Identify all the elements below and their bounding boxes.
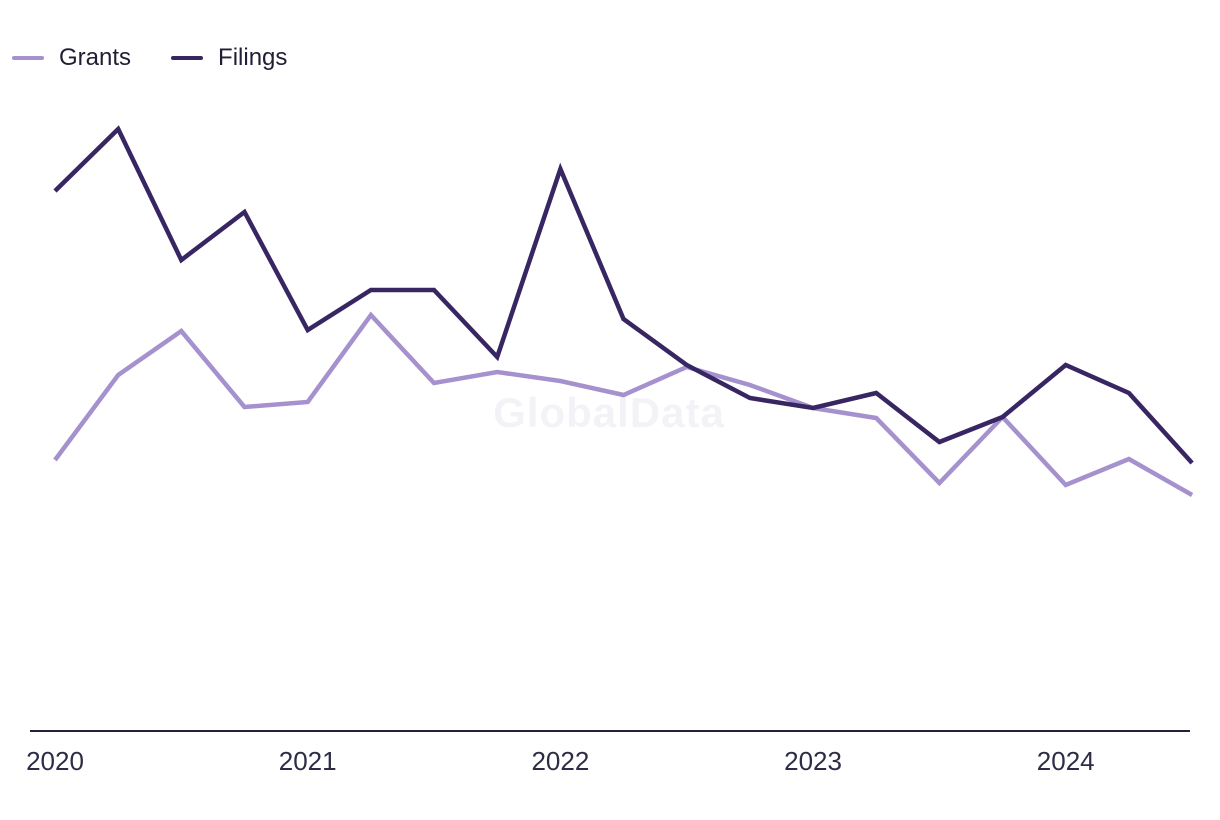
x-axis-tick-label: 2021 (278, 746, 337, 776)
legend: Grants Filings (12, 46, 287, 70)
filings-line-swatch-icon (171, 56, 204, 60)
legend-label-filings: Filings (218, 44, 288, 71)
grants-line-swatch-icon (12, 56, 44, 60)
x-axis-tick-label: 2023 (784, 746, 842, 776)
series-line-grants (53, 311, 1194, 497)
x-axis-tick-label: 2020 (26, 746, 84, 776)
legend-label-grants: Grants (59, 44, 132, 71)
series-line-filings (53, 125, 1194, 465)
x-axis-tick-label: 2024 (1036, 746, 1095, 776)
x-axis-tick-label: 2022 (531, 746, 590, 776)
legend-item-filings[interactable]: Filings (171, 46, 287, 70)
legend-item-grants[interactable]: Grants (12, 46, 131, 70)
watermark: GlobalData (493, 389, 725, 436)
